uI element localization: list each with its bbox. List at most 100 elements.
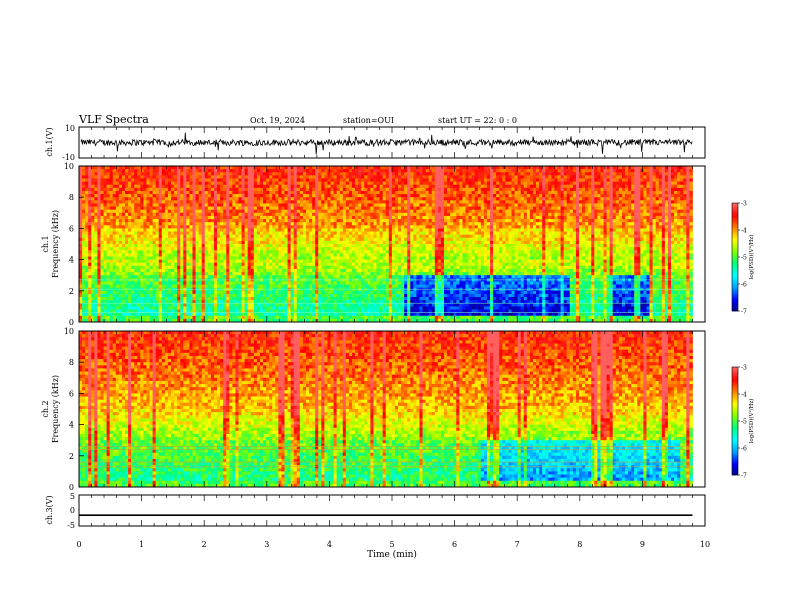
spectrogram-cell [140,169,144,173]
spectrogram-cell [207,247,212,251]
spectrogram-cell [97,262,101,267]
spectrogram-cell [256,190,261,195]
spectrogram-cell [220,184,224,189]
spectrogram-cell [155,225,160,229]
spectrogram-cell [373,209,377,214]
spectrogram-cell [229,219,233,223]
spectrogram-cell [379,290,384,295]
spectrogram-cell [220,312,224,317]
spectrogram-cell [324,206,328,211]
spectrogram-cell [140,237,144,242]
spectrogram-cell [241,215,246,220]
spectrogram-cell [103,275,108,279]
spectrogram-cell [287,187,292,192]
spectrogram-cell [263,172,267,176]
spectrogram-cell [223,306,227,310]
spectrogram-cell [263,178,267,182]
spectrogram-cell [161,281,166,285]
spectrogram-cell [321,181,325,186]
spectrogram-cell [241,194,246,198]
spectrogram-cell [131,275,135,279]
spectrogram-cell [204,290,209,295]
spectrogram-cell [247,262,252,267]
spectrogram-cell [339,318,344,323]
spectrogram-cell [201,256,206,260]
spectrogram-cell [229,181,233,186]
spectrogram-cell [125,281,129,285]
spectrogram-cell [207,303,212,307]
spectrogram-cell [278,306,282,310]
spectrogram-cell [321,197,325,201]
spectrogram-cell [97,300,101,304]
spectrogram-cell [112,256,117,260]
spectrogram-cell [299,315,304,320]
spectrogram-cell [305,300,310,304]
spectrogram-cell [186,315,190,320]
spectrogram-cell [155,234,160,239]
spectrogram-cell [330,293,334,298]
spectrogram-cell [85,181,89,186]
spectrogram-cell [226,175,230,179]
spectrogram-cell [106,231,111,236]
spectrogram-cell [376,284,381,289]
spectrogram-cell [167,231,172,236]
spectrogram-cell [149,215,154,220]
spectrogram-cell [125,306,129,310]
spectrogram-cell [253,234,258,239]
spectrogram-cell [235,203,239,207]
spectrogram-cell [321,272,325,276]
spectrogram-cell [128,309,132,314]
spectrogram-cell [250,225,255,229]
spectrogram-cell [275,219,279,223]
spectrogram-cell [345,240,350,245]
spectrogram-cell [324,190,328,195]
spectrogram-cell [336,293,341,298]
spectrogram-cell [318,312,322,317]
spectrogram-cell [364,219,368,223]
spectrogram-cell [195,187,200,192]
spectrogram-cell [333,318,338,323]
spectrogram-cell [85,219,89,223]
spectrogram-cell [376,234,381,239]
spectrogram-cell [112,178,117,182]
spectrogram-cell [348,240,353,245]
spectrogram-cell [253,197,258,201]
spectrogram-cell [186,281,190,285]
spectrogram-cell [256,253,261,257]
spectrogram-cell [164,315,169,320]
spectrogram-cell [134,250,138,254]
spectrogram-cell [229,250,233,254]
spectrogram-cell [327,256,331,260]
spectrogram-cell [164,200,169,204]
spectrogram-cell [183,250,187,254]
spectrogram-cell [302,284,307,289]
spectrogram-cell [161,175,166,179]
spectrogram-cell [302,219,307,223]
spectrogram-cell [373,184,377,189]
spectrogram-cell [118,244,123,248]
spectrogram-cell [238,194,242,198]
spectrogram-cell [355,187,359,192]
spectrogram-cell [143,178,147,182]
spectrogram-cell [272,234,276,239]
spectrogram-cell [342,256,347,260]
spectrogram-cell [109,234,114,239]
spectrogram-cell [158,175,163,179]
spectrogram-cell [186,197,190,201]
spectrogram-cell [79,306,83,310]
spectrogram-cell [207,244,212,248]
spectrogram-cell [167,272,172,276]
spectrogram-cell [186,265,190,270]
spectrogram-cell [82,169,86,173]
spectrogram-cell [91,228,95,232]
spectrogram-cell [302,234,307,239]
spectrogram-cell [367,284,371,289]
spectrogram-cell [367,219,371,223]
spectrogram-cell [158,284,163,289]
spectrogram-cell [333,297,338,301]
spectrogram-cell [180,244,184,248]
spectrogram-cell [125,272,129,276]
spectrogram-cell [106,262,111,267]
spectrogram-cell [91,281,95,285]
spectrogram-cell [88,244,92,248]
